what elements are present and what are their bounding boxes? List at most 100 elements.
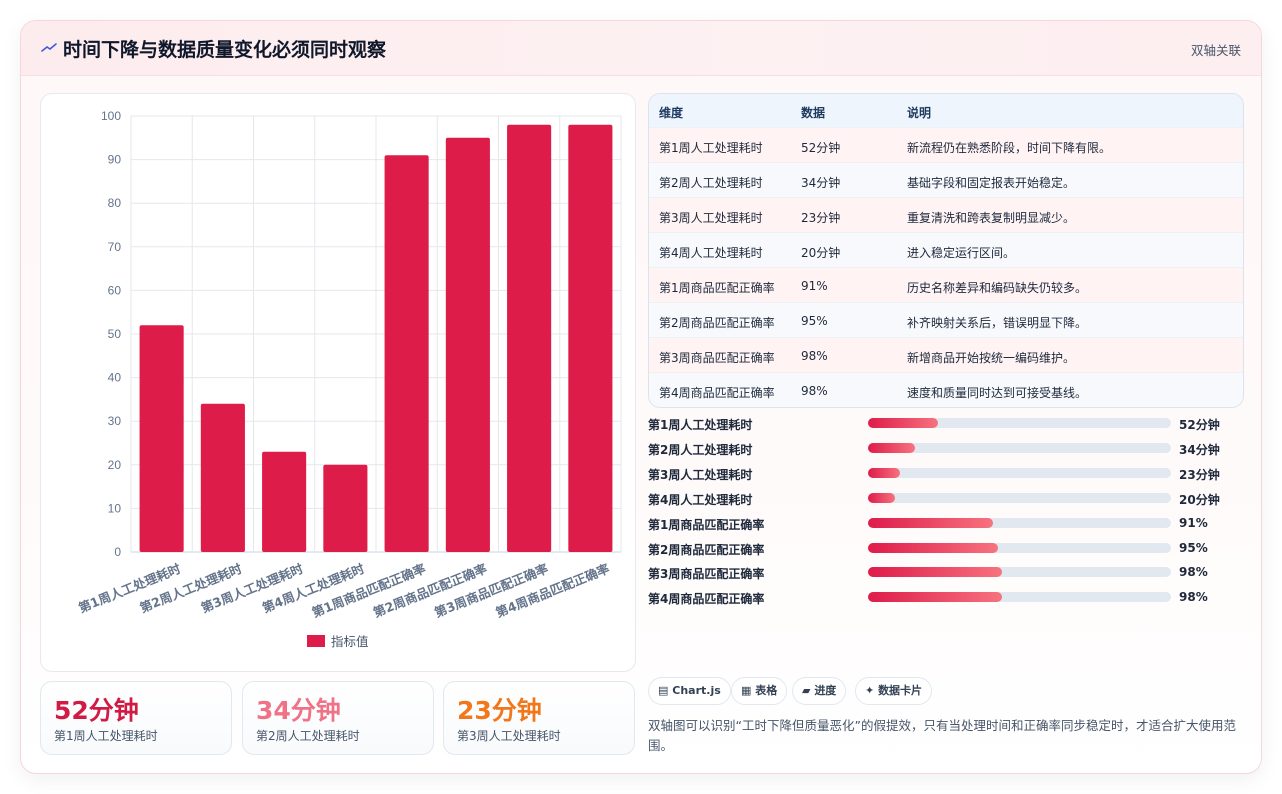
legend-swatch	[307, 635, 325, 647]
progress-fill	[868, 518, 993, 528]
kpi-value: 34分钟	[256, 696, 341, 725]
table-cell: 52分钟	[801, 141, 841, 155]
table-row: 第4周人工处理耗时 20分钟 进入稳定运行区间。	[649, 232, 1243, 268]
table-icon: ▦	[741, 684, 752, 697]
table-header: 维度 数据 说明	[649, 94, 1243, 128]
footnote: 双轴图可以识别“工时下降但质量恶化”的假提效，只有当处理时间和正确率同步稳定时，…	[648, 718, 1236, 753]
progress-value: 23分钟	[1179, 468, 1220, 482]
chip-table[interactable]: ▦ 表格	[731, 677, 788, 705]
table-cell: 98%	[801, 384, 828, 398]
page-title: 时间下降与数据质量变化必须同时观察	[63, 39, 387, 61]
chip-progress[interactable]: ▰ 进度	[792, 677, 847, 705]
y-tick-label: 50	[108, 327, 122, 341]
progress-track	[868, 468, 1171, 478]
progress-icon: ▰	[802, 684, 811, 697]
table-cell: 重复清洗和跨表复制明显减少。	[907, 211, 1076, 225]
table-cell: 95%	[801, 314, 828, 328]
y-tick-label: 90	[108, 153, 122, 167]
main-card: 时间下降与数据质量变化必须同时观察 双轴关联 0 10 20 30 40 50 60 70 80…	[20, 20, 1262, 774]
card-header: 时间下降与数据质量变化必须同时观察 双轴关联	[21, 21, 1261, 76]
progress-track	[868, 418, 1171, 428]
progress-track	[868, 493, 1171, 503]
progress-row: 第3周商品匹配正确率 98%	[648, 562, 1242, 582]
progress-row: 第4周人工处理耗时 20分钟	[648, 488, 1242, 508]
y-tick-label: 80	[108, 196, 122, 210]
progress-track	[868, 543, 1171, 553]
bar	[262, 451, 307, 552]
progress-fill	[868, 443, 915, 453]
table-cell: 补齐映射关系后，错误明显下降。	[907, 316, 1088, 330]
table-row: 第4周商品匹配正确率 98% 速度和质量同时达到可接受基线。	[649, 372, 1243, 407]
table-cell: 第2周商品匹配正确率	[659, 316, 775, 330]
table-cell: 历史名称差异和编码缺失仍较多。	[907, 281, 1088, 295]
card-icon: ✦	[865, 684, 875, 697]
progress-label: 第1周商品匹配正确率	[648, 518, 765, 532]
progress-value: 98%	[1179, 565, 1208, 579]
table-cell: 23分钟	[801, 211, 841, 225]
chip-label: 数据卡片	[878, 684, 923, 697]
table-cell: 第1周商品匹配正确率	[659, 281, 775, 295]
progress-label: 第3周人工处理耗时	[648, 468, 753, 482]
table-cell: 速度和质量同时达到可接受基线。	[907, 386, 1088, 400]
chart-icon: ▤	[658, 684, 669, 697]
progress-fill	[868, 468, 900, 478]
y-tick-label: 60	[108, 283, 122, 297]
progress-track	[868, 518, 1171, 528]
kpi-card: 34分钟 第2周人工处理耗时	[242, 681, 434, 755]
table-cell: 新流程仍在熟悉阶段，时间下降有限。	[907, 141, 1112, 155]
table-row: 第3周人工处理耗时 23分钟 重复清洗和跨表复制明显减少。	[649, 197, 1243, 233]
y-tick-label: 10	[108, 501, 122, 515]
chip-data-card[interactable]: ✦ 数据卡片	[855, 677, 933, 705]
progress-label: 第3周商品匹配正确率	[648, 567, 765, 581]
table-cell: 第2周人工处理耗时	[659, 176, 763, 190]
y-tick-label: 100	[101, 109, 121, 123]
table-row: 第2周人工处理耗时 34分钟 基础字段和固定报表开始稳定。	[649, 162, 1243, 198]
progress-fill	[868, 418, 938, 428]
table-cell: 第3周人工处理耗时	[659, 211, 763, 225]
progress-row: 第1周人工处理耗时 52分钟	[648, 413, 1242, 433]
progress-row: 第3周人工处理耗时 23分钟	[648, 463, 1242, 483]
data-table: 维度 数据 说明 第1周人工处理耗时 52分钟 新流程仍在熟悉阶段，时间下降有限…	[648, 93, 1244, 408]
table-row: 第3周商品匹配正确率 98% 新增商品开始按统一编码维护。	[649, 337, 1243, 373]
header-tag: 双轴关联	[1190, 43, 1241, 58]
bar-chart-svg: 0 10 20 30 40 50 60 70 80 90 100 第1周人工处理耗时第2周人工处理耗时…	[76, 109, 622, 649]
kpi-label: 第2周人工处理耗时	[256, 729, 360, 743]
x-tick-label: 第1周人工处理耗时	[76, 561, 183, 616]
chip-label: Chart.js	[672, 684, 721, 697]
y-tick-label: 30	[108, 414, 122, 428]
bar	[384, 155, 429, 553]
table-cell: 第1周人工处理耗时	[659, 141, 763, 155]
bar	[568, 124, 613, 552]
progress-value: 20分钟	[1179, 493, 1220, 507]
table-cell: 进入稳定运行区间。	[907, 246, 1016, 260]
table-cell: 91%	[801, 279, 828, 293]
progress-row: 第4周商品匹配正确率 98%	[648, 587, 1242, 607]
progress-value: 34分钟	[1179, 443, 1220, 457]
trend-line-icon	[41, 43, 57, 52]
table-row: 第2周商品匹配正确率 95% 补齐映射关系后，错误明显下降。	[649, 302, 1243, 338]
bar-chart: 0 10 20 30 40 50 60 70 80 90 100 第1周人工处理耗时 第2周人工处理耗时…	[40, 93, 636, 672]
progress-track	[868, 592, 1171, 602]
y-tick-label: 70	[108, 240, 122, 254]
legend-label: 指标值	[331, 634, 369, 649]
x-tick-label: 第2周人工处理耗时	[138, 561, 245, 616]
table-cell: 第4周人工处理耗时	[659, 246, 763, 260]
table-cell: 98%	[801, 349, 828, 363]
table-header-cell: 说明	[907, 106, 932, 120]
table-row: 第1周人工处理耗时 52分钟 新流程仍在熟悉阶段，时间下降有限。	[649, 127, 1243, 163]
bar	[200, 403, 245, 552]
table-cell: 34分钟	[801, 176, 841, 190]
progress-fill	[868, 567, 1002, 577]
progress-row: 第2周人工处理耗时 34分钟	[648, 438, 1242, 458]
table-cell: 20分钟	[801, 246, 841, 260]
progress-label: 第4周人工处理耗时	[648, 493, 753, 507]
progress-fill	[868, 543, 998, 553]
progress-track	[868, 567, 1171, 577]
chip-chartjs[interactable]: ▤ Chart.js	[648, 677, 731, 705]
progress-value: 95%	[1179, 541, 1208, 555]
table-cell: 第3周商品匹配正确率	[659, 351, 775, 365]
kpi-value: 23分钟	[457, 696, 542, 725]
y-tick-label: 40	[108, 371, 122, 385]
chip-label: 表格	[755, 684, 778, 697]
bar	[445, 137, 490, 553]
